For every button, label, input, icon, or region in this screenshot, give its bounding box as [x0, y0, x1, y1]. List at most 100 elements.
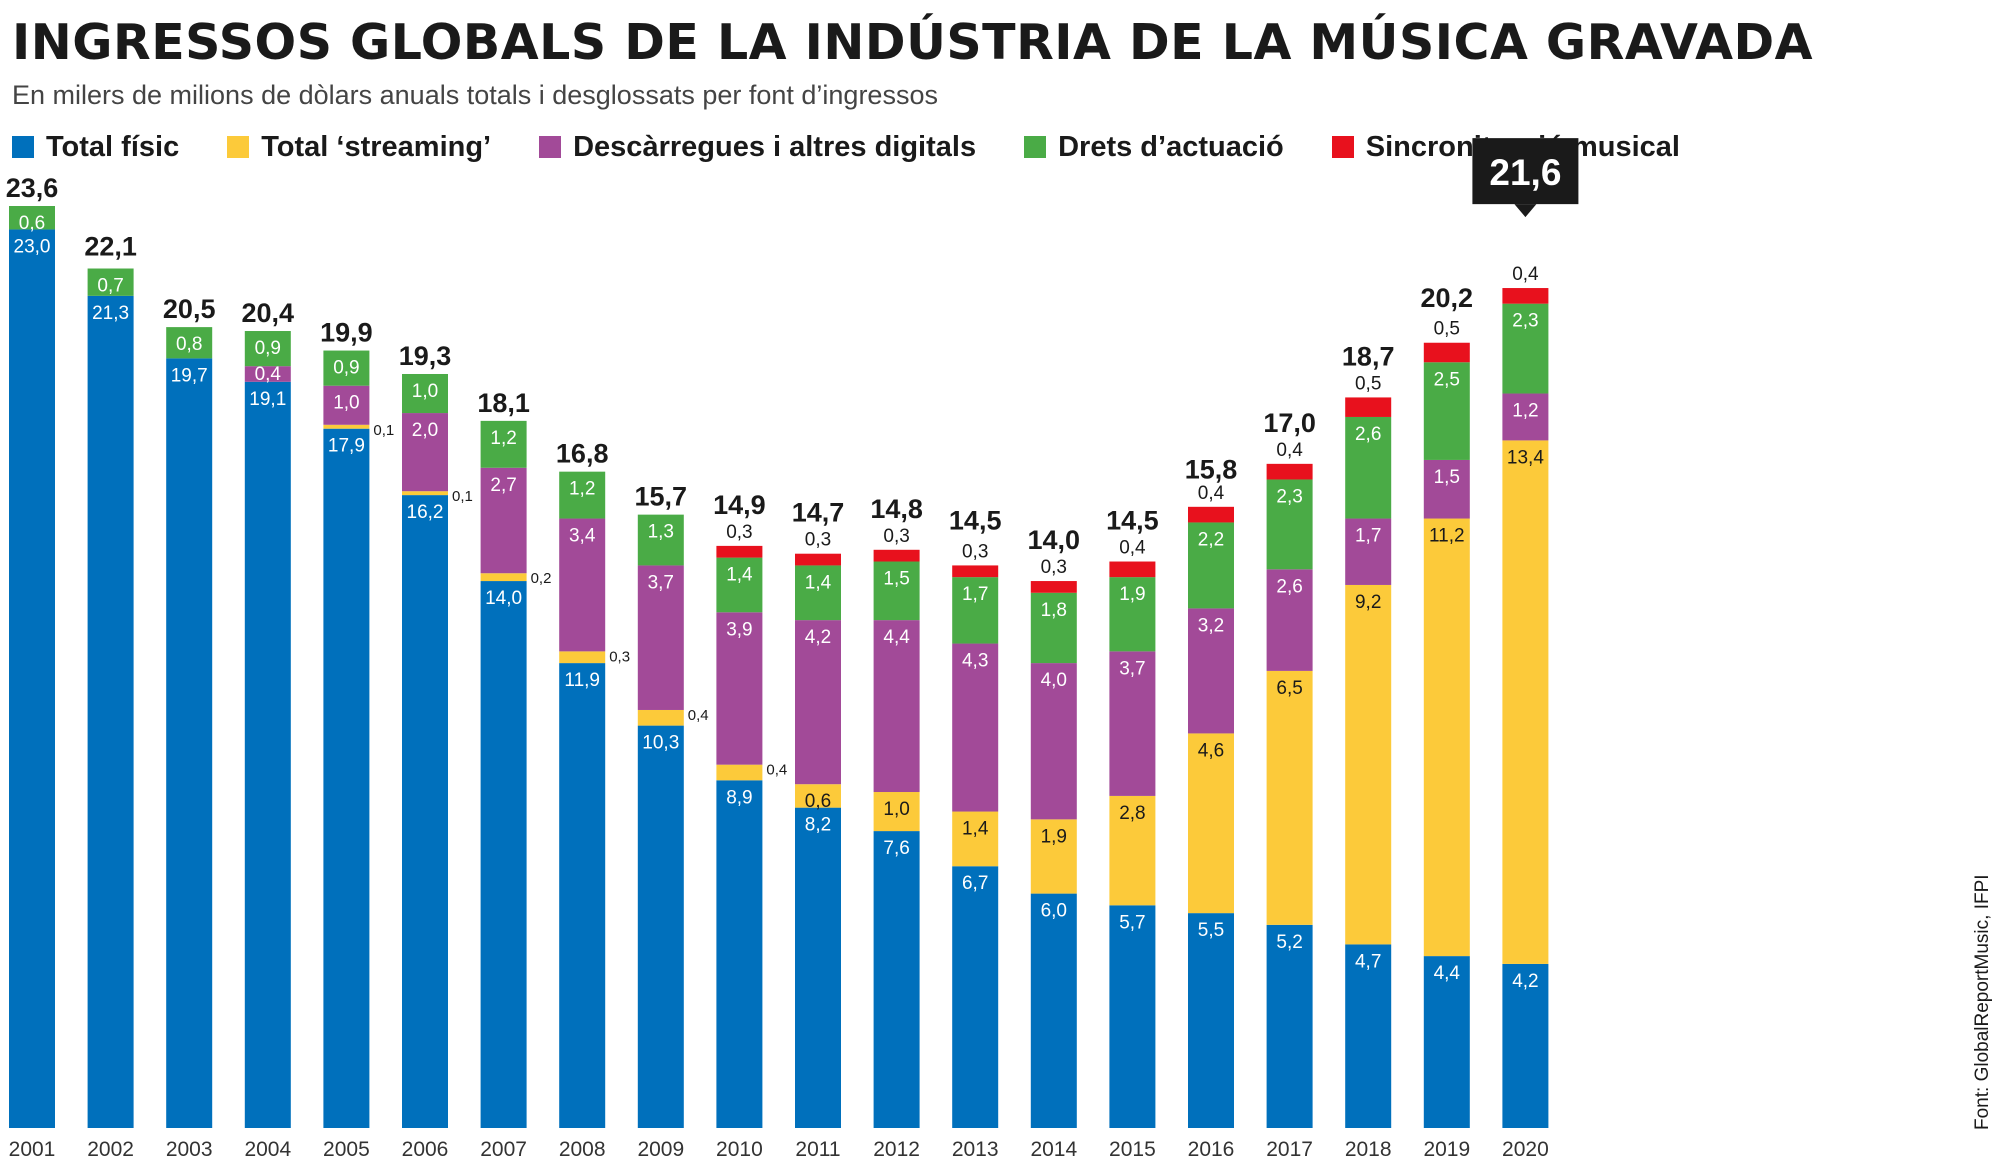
- data-label-streaming-2009: 0,4: [688, 707, 709, 724]
- data-label-sync-2015: 0,4: [1119, 538, 1146, 559]
- data-label-sync-2018: 0,5: [1355, 373, 1381, 394]
- bar-segment-downloads-2011: [795, 620, 841, 785]
- x-tick-label-2013: 2013: [952, 1138, 999, 1161]
- bar-segment-physical-2019: [1423, 956, 1470, 1128]
- data-label-performance-2015: 1,9: [1119, 584, 1145, 605]
- bar-segment-performance-2019: [1423, 362, 1470, 460]
- bar-segment-performance-2010: [716, 557, 763, 613]
- x-tick-label-2019: 2019: [1423, 1138, 1470, 1161]
- bar-segment-physical-2008: [559, 663, 606, 1128]
- data-label-downloads-2013: 4,3: [962, 651, 988, 672]
- data-label-downloads-2004: 0,4: [255, 364, 282, 385]
- data-label-performance-2008: 1,2: [569, 479, 595, 500]
- data-label-performance-2009: 1,3: [648, 522, 674, 543]
- data-label-physical-2008: 11,9: [564, 670, 600, 691]
- bar-segment-performance-2020: [1502, 303, 1549, 394]
- bar-segment-sync-2019: [1423, 342, 1470, 363]
- total-label-2003: 20,5: [163, 294, 216, 324]
- bar-segment-physical-2017: [1266, 924, 1313, 1128]
- total-label-2012: 14,8: [870, 494, 923, 524]
- data-label-streaming-2012: 1,0: [883, 799, 909, 820]
- data-label-physical-2019: 4,4: [1434, 963, 1461, 984]
- bar-segment-downloads-2007: [480, 467, 527, 574]
- total-label-2001: 23,6: [6, 173, 59, 203]
- bar-segment-sync-2011: [795, 553, 841, 566]
- data-label-downloads-2011: 4,2: [805, 627, 831, 648]
- data-label-performance-2014: 1,8: [1041, 600, 1067, 621]
- bar-segment-sync-2015: [1109, 561, 1156, 578]
- bar-segment-performance-2018: [1345, 416, 1392, 519]
- bar-segment-physical-2007: [480, 581, 527, 1128]
- x-tick-label-2005: 2005: [323, 1138, 370, 1161]
- x-tick-label-2010: 2010: [716, 1138, 763, 1161]
- x-tick-label-2002: 2002: [87, 1138, 134, 1161]
- total-label-2020: 21,6: [1489, 152, 1561, 193]
- bar-segment-downloads-2016: [1188, 608, 1234, 734]
- bar-segment-performance-2007: [480, 420, 527, 468]
- data-label-downloads-2005: 1,0: [333, 393, 359, 414]
- bar-segment-performance-2016: [1188, 522, 1234, 609]
- data-label-performance-2004: 0,9: [255, 338, 281, 359]
- data-label-physical-2016: 5,5: [1198, 920, 1224, 941]
- data-label-performance-2017: 2,3: [1276, 486, 1302, 507]
- bar-segment-physical-2014: [1030, 893, 1077, 1128]
- bar-segment-physical-2018: [1345, 944, 1392, 1128]
- chart-subtitle: En milers de milions de dòlars anuals to…: [12, 80, 938, 110]
- legend-item-downloads: Descàrregues i altres digitals: [539, 131, 976, 164]
- total-label-2011: 14,7: [792, 498, 845, 528]
- data-label-streaming-2014: 1,9: [1041, 826, 1067, 847]
- x-tick-label-2011: 2011: [795, 1138, 840, 1161]
- data-label-performance-2005: 0,9: [333, 358, 359, 379]
- bar-segment-physical-2015: [1109, 905, 1156, 1128]
- legend-item-streaming: Total ‘streaming’: [227, 131, 491, 164]
- data-label-downloads-2018: 1,7: [1355, 526, 1381, 547]
- bar-segment-streaming-2017: [1266, 670, 1313, 925]
- bar-segment-physical-2010: [716, 780, 763, 1128]
- data-label-sync-2013: 0,3: [962, 541, 988, 562]
- bar-segment-physical-2004: [244, 381, 291, 1129]
- data-label-physical-2007: 14,0: [485, 588, 522, 609]
- bar-segment-downloads-2015: [1109, 651, 1156, 796]
- data-label-streaming-2020: 13,4: [1507, 447, 1544, 468]
- bar-segment-streaming-2020: [1502, 440, 1549, 964]
- data-label-physical-2002: 21,3: [92, 303, 129, 324]
- data-label-physical-2006: 16,2: [407, 502, 444, 523]
- bar-segment-streaming-2013: [952, 811, 999, 867]
- data-label-performance-2001: 0,6: [19, 213, 45, 234]
- x-tick-label-2006: 2006: [402, 1138, 449, 1161]
- data-label-sync-2010: 0,3: [726, 522, 752, 543]
- bar-segment-performance-2004: [244, 331, 291, 367]
- data-label-physical-2012: 7,6: [883, 838, 909, 859]
- bar-segment-performance-2011: [795, 565, 841, 621]
- bar-segment-streaming-2007: [480, 573, 527, 582]
- bar-segment-sync-2010: [716, 545, 763, 558]
- legend-item-performance: Drets d’actuació: [1024, 131, 1284, 164]
- bar-segment-downloads-2018: [1345, 518, 1392, 585]
- bar-segment-streaming-2011: [795, 784, 841, 808]
- bar-segment-performance-2001: [9, 206, 55, 230]
- data-label-physical-2014: 6,0: [1041, 901, 1067, 922]
- data-label-streaming-2005: 0,1: [373, 422, 394, 439]
- legend-swatch-sync: [1331, 136, 1354, 158]
- data-label-downloads-2015: 3,7: [1119, 658, 1145, 679]
- bar-segment-sync-2014: [1030, 581, 1077, 593]
- bar-segment-downloads-2006: [402, 413, 448, 492]
- bar-segment-downloads-2005: [323, 385, 370, 425]
- data-label-sync-2014: 0,3: [1041, 557, 1067, 578]
- data-label-performance-2003: 0,8: [176, 334, 202, 355]
- data-label-performance-2012: 1,5: [883, 569, 909, 590]
- bar-segment-downloads-2013: [952, 643, 999, 812]
- total-label-2010: 14,9: [713, 490, 766, 520]
- bar-segment-physical-2013: [952, 866, 999, 1128]
- x-tick-label-2017: 2017: [1266, 1138, 1313, 1161]
- data-label-sync-2019: 0,5: [1434, 319, 1460, 340]
- bar-segment-streaming-2008: [559, 651, 606, 664]
- x-tick-label-2018: 2018: [1345, 1138, 1392, 1161]
- data-label-physical-2003: 19,7: [171, 365, 208, 386]
- data-label-sync-2012: 0,3: [883, 526, 909, 547]
- bar-segment-streaming-2009: [637, 709, 684, 726]
- legend-swatch-performance: [1024, 136, 1047, 158]
- data-label-physical-2015: 5,7: [1119, 912, 1145, 933]
- x-tick-label-2015: 2015: [1109, 1138, 1156, 1161]
- data-label-physical-2013: 6,7: [962, 873, 988, 894]
